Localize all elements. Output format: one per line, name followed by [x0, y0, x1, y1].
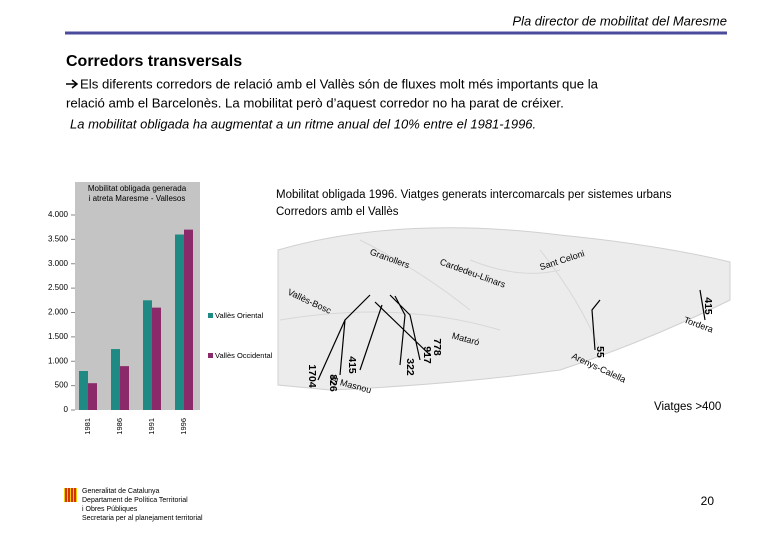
- bar-chart: Mobilitat obligada generada i atreta Mar…: [48, 182, 273, 435]
- bar: [152, 307, 161, 410]
- flow-value: 826: [327, 374, 339, 392]
- flow-value: 322: [404, 358, 416, 376]
- bullet-text: Els diferents corredors de relació amb e…: [80, 76, 599, 91]
- header-title: Pla director de mobilitat del Maresme: [512, 13, 727, 28]
- chart-title: i atreta Maresme - Vallesos: [89, 194, 186, 203]
- x-tick-label: 1986: [115, 418, 124, 435]
- bar: [79, 371, 88, 410]
- x-tick-label: 1981: [83, 418, 92, 435]
- x-tick-label: 1996: [179, 418, 188, 435]
- map-caption: Mobilitat obligada 1996. Viatges generat…: [276, 189, 672, 201]
- flow-value: 55: [594, 346, 606, 358]
- y-tick-label: 3.000: [48, 259, 69, 268]
- y-tick-label: 2.000: [48, 308, 69, 317]
- bar: [120, 366, 129, 410]
- note: La mobilitat obligada ha augmentat a un …: [70, 116, 536, 131]
- legend-swatch: [208, 313, 213, 318]
- footer-text: Secretaria per al planejament territoria…: [82, 515, 203, 522]
- bar: [143, 300, 152, 410]
- place-label: Tordera: [683, 315, 715, 335]
- footer-text: Departament de Política Territorial: [82, 497, 188, 504]
- flow-value: 415: [702, 297, 714, 315]
- map-legend: Viatges >400: [654, 401, 721, 413]
- logo-stripes: [65, 488, 76, 502]
- flow-lines: [317, 289, 706, 381]
- flow-value: 1704: [306, 364, 318, 388]
- legend-swatch: [208, 353, 213, 358]
- flow-value: 917: [421, 346, 433, 364]
- chart-title: Mobilitat obligada generada: [88, 184, 187, 193]
- bullet-arrow: [66, 79, 79, 89]
- map-boundaries: [279, 239, 601, 351]
- footer-text: Generalitat de Catalunya: [82, 488, 160, 495]
- y-tick-label: 0: [64, 405, 69, 414]
- y-tick-label: 3.500: [48, 234, 69, 243]
- map-region: [277, 227, 731, 391]
- legend-label: Vallès Occidental: [215, 351, 273, 360]
- section-title: Corredors transversals: [66, 53, 242, 70]
- y-tick-label: 2.500: [48, 283, 69, 292]
- y-tick-label: 1.500: [48, 332, 69, 341]
- logo: [64, 488, 77, 502]
- flow-value: 415: [346, 356, 358, 374]
- bar: [111, 349, 120, 410]
- bar: [88, 383, 97, 410]
- flow-value: 778: [431, 338, 443, 356]
- y-tick-label: 4.000: [48, 210, 69, 219]
- y-tick-label: 500: [55, 381, 69, 390]
- map: Mobilitat obligada 1996. Viatges generat…: [276, 189, 731, 413]
- footer-text: i Obres Públiques: [82, 506, 138, 513]
- bar: [184, 229, 193, 410]
- map-caption: Corredors amb el Vallès: [276, 206, 399, 218]
- bar: [175, 234, 184, 410]
- bullet-text: relació amb el Barcelonès. La mobilitat …: [66, 95, 564, 110]
- legend-label: Vallès Oriental: [215, 311, 264, 320]
- x-tick-label: 1991: [147, 418, 156, 435]
- page-number: 20: [701, 494, 715, 508]
- y-tick-label: 1.000: [48, 356, 69, 365]
